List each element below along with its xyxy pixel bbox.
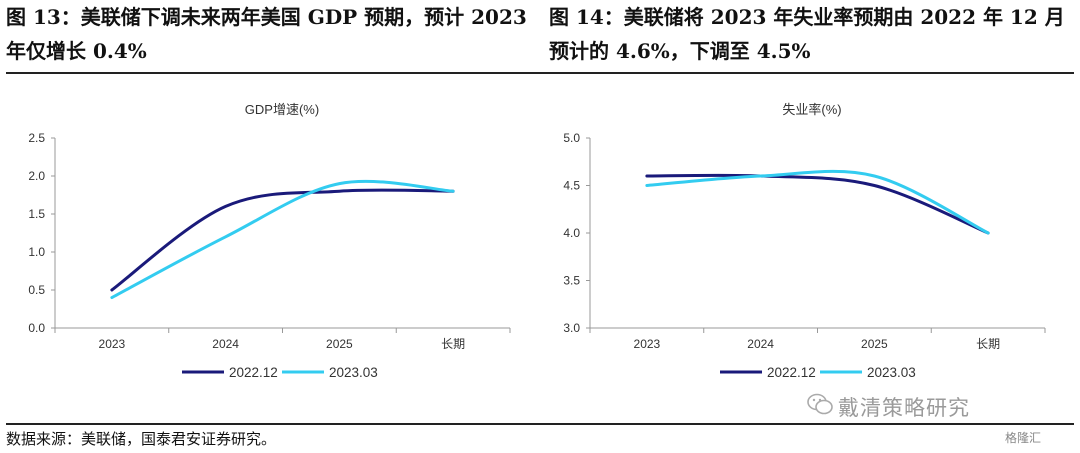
gdp-series-line-2023.03 <box>110 179 455 300</box>
unemp-y-tick-label: 4.5 <box>563 179 580 193</box>
gdp-x-tick-label: 2024 <box>212 337 239 351</box>
gdp-series-line-2022.12 <box>110 188 455 292</box>
unemp-x-tick-label: 2023 <box>634 337 661 351</box>
gdp-growth-chart: GDP增速(%) 0.0 0.5 1.0 1.5 2.0 2.5 2023 2024 2025 长期… <box>28 102 511 380</box>
unemp-y-tick-label: 3.0 <box>563 321 580 335</box>
gdp-y-tick-label: 1.5 <box>28 207 45 221</box>
unemp-x-tick-label: 2025 <box>861 337 888 351</box>
unemp-series-line-2023.03 <box>645 169 990 235</box>
gdp-chart-title: GDP增速(%) <box>245 102 319 117</box>
gdp-y-tick-label: 0.5 <box>28 283 45 297</box>
gdp-y-tick-label: 2.0 <box>28 169 45 183</box>
gdp-legend-label: 2023.03 <box>329 365 378 380</box>
unemp-legend-label: 2022.12 <box>767 365 816 380</box>
figure-13-caption: 图 13：美联储下调未来两年美国 GDP 预期，预计 2023 年仅增长 0.4… <box>6 5 527 63</box>
top-rule <box>6 72 1074 74</box>
unemp-legend-label: 2023.03 <box>867 365 916 380</box>
unemp-x-tick-label: 长期 <box>976 337 1000 351</box>
gdp-y-tick-label: 2.5 <box>28 131 45 145</box>
unemp-y-tick-label: 4.0 <box>563 226 580 240</box>
wechat-icon <box>807 393 833 415</box>
unemp-chart-title: 失业率(%) <box>782 102 841 117</box>
unemp-x-tick-label: 2024 <box>747 337 774 351</box>
unemp-y-tick-label: 3.5 <box>563 274 580 288</box>
gdp-legend-label: 2022.12 <box>229 365 278 380</box>
gdp-y-tick-label: 1.0 <box>28 245 45 259</box>
gdp-x-tick-label: 2025 <box>326 337 353 351</box>
figure-14-caption: 图 14：美联储将 2023 年失业率预期由 2022 年 12 月预计的 4.… <box>549 5 1065 63</box>
unemp-series-line-2022.12 <box>645 173 990 235</box>
gdp-y-tick-label: 0.0 <box>28 321 45 335</box>
bottom-rule <box>6 423 1074 425</box>
brand-logo: 格隆汇 <box>1005 431 1042 445</box>
unemp-y-tick-label: 5.0 <box>563 131 580 145</box>
source-note: 数据来源：美联储，国泰君安证券研究。 <box>6 430 277 448</box>
gdp-x-tick-label: 2023 <box>99 337 126 351</box>
watermark: 戴清策略研究 <box>838 396 970 420</box>
unemployment-chart: 失业率(%) 3.0 3.5 4.0 4.5 5.0 2023 2024 2025 长期 2022.… <box>563 102 1046 380</box>
gdp-x-tick-label: 长期 <box>441 337 465 351</box>
